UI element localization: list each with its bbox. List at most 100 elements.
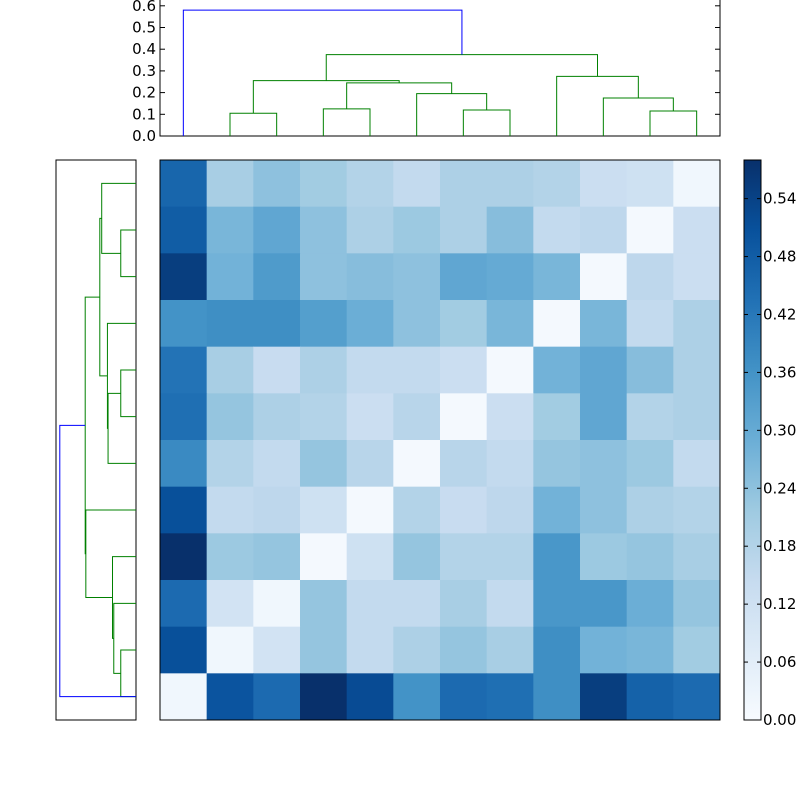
heatmap-cell <box>206 533 254 581</box>
heatmap-cell <box>673 673 721 721</box>
heatmap-cell <box>533 300 581 348</box>
heatmap-cell <box>533 673 581 721</box>
heatmap-cell <box>486 346 534 394</box>
heatmap-cell <box>580 440 628 488</box>
left-dendrogram-link <box>101 182 136 254</box>
heatmap-cell <box>346 253 394 301</box>
heatmap-cell <box>160 580 208 628</box>
heatmap-cell <box>673 300 721 348</box>
heatmap-cell <box>393 346 441 394</box>
top-y-tick-label: 0.2 <box>132 84 156 102</box>
heatmap-cell <box>346 626 394 674</box>
heatmap-cell <box>673 206 721 254</box>
heatmap-cell <box>533 393 581 441</box>
heatmap-cell <box>206 440 254 488</box>
heatmap-cell <box>626 160 674 208</box>
heatmap-frame <box>159 159 721 721</box>
heatmap-cell <box>673 160 721 208</box>
heatmap-cell <box>486 533 534 581</box>
heatmap-cell <box>626 486 674 534</box>
heatmap-cell <box>533 440 581 488</box>
heatmap-cell <box>253 253 301 301</box>
heatmap-cell <box>486 160 534 208</box>
colorbar-tick-label: 0.00 <box>763 711 796 729</box>
heatmap-cell <box>346 346 394 394</box>
heatmap-cell <box>486 486 534 534</box>
heatmap-cell <box>486 673 534 721</box>
heatmap-cell <box>253 626 301 674</box>
top-dendrogram-link <box>462 109 511 136</box>
left-dendrogram-link <box>113 602 136 674</box>
top-dendrogram-link <box>182 9 463 136</box>
heatmap-cell <box>160 346 208 394</box>
heatmap-cell <box>626 393 674 441</box>
top-y-tick-label: 0.4 <box>132 40 156 58</box>
heatmap-cell <box>533 533 581 581</box>
heatmap <box>159 159 721 721</box>
heatmap-cell <box>580 626 628 674</box>
colorbar-tick-label: 0.18 <box>763 537 796 555</box>
heatmap-cell <box>160 440 208 488</box>
heatmap-cell <box>300 160 348 208</box>
heatmap-cell <box>673 486 721 534</box>
heatmap-cell <box>626 580 674 628</box>
heatmap-cell <box>346 673 394 721</box>
colorbar-tick-label: 0.12 <box>763 595 796 613</box>
heatmap-cell <box>440 206 488 254</box>
heatmap-cell <box>440 300 488 348</box>
heatmap-cell <box>673 253 721 301</box>
heatmap-cell <box>673 533 721 581</box>
top-dendrogram <box>159 0 721 137</box>
left-dendrogram-link <box>84 296 100 555</box>
heatmap-cell <box>300 486 348 534</box>
left-dendrogram-link <box>107 392 136 464</box>
heatmap-cell <box>440 673 488 721</box>
heatmap-cell <box>206 206 254 254</box>
heatmap-cell <box>160 533 208 581</box>
heatmap-cell <box>206 300 254 348</box>
heatmap-cell <box>393 533 441 581</box>
heatmap-cell <box>486 580 534 628</box>
heatmap-cell <box>673 440 721 488</box>
heatmap-cell <box>533 253 581 301</box>
left-dendrogram-link <box>120 229 136 278</box>
heatmap-cell <box>486 626 534 674</box>
heatmap-cell <box>580 300 628 348</box>
heatmap-cell <box>160 160 208 208</box>
top-dendrogram-link <box>252 80 400 114</box>
heatmap-cell <box>393 393 441 441</box>
heatmap-cell <box>160 300 208 348</box>
heatmap-cell <box>253 440 301 488</box>
heatmap-cell <box>393 253 441 301</box>
heatmap-cell <box>440 626 488 674</box>
heatmap-cell <box>440 486 488 534</box>
heatmap-cell <box>393 486 441 534</box>
heatmap-cell <box>393 206 441 254</box>
heatmap-cell <box>300 393 348 441</box>
heatmap-cell <box>253 393 301 441</box>
heatmap-cell <box>580 486 628 534</box>
heatmap-cell <box>253 673 301 721</box>
top-dendrogram-link <box>229 112 278 136</box>
colorbar-tick-label: 0.30 <box>763 421 796 439</box>
heatmap-cell <box>440 533 488 581</box>
heatmap-cell <box>206 673 254 721</box>
heatmap-cell <box>300 346 348 394</box>
top-y-tick-label: 0.3 <box>132 62 156 80</box>
heatmap-cell <box>580 580 628 628</box>
heatmap-cell <box>580 160 628 208</box>
colorbar-tick-label: 0.48 <box>763 248 796 266</box>
heatmap-cell <box>346 486 394 534</box>
heatmap-cell <box>346 393 394 441</box>
heatmap-cell <box>160 253 208 301</box>
top-dendrogram-link <box>322 108 371 136</box>
heatmap-cell <box>486 253 534 301</box>
top-dendrogram-y-axis: 0.0 0.1 0.2 0.3 0.4 0.5 0.6 <box>132 0 720 145</box>
heatmap-cell <box>486 300 534 348</box>
left-dendrogram-link <box>59 424 136 698</box>
top-y-tick-label: 0.5 <box>132 19 156 37</box>
heatmap-cell <box>533 580 581 628</box>
left-dendrogram-link <box>120 369 136 418</box>
left-dendrogram-link <box>99 217 108 377</box>
left-dendrogram-link <box>120 649 136 698</box>
